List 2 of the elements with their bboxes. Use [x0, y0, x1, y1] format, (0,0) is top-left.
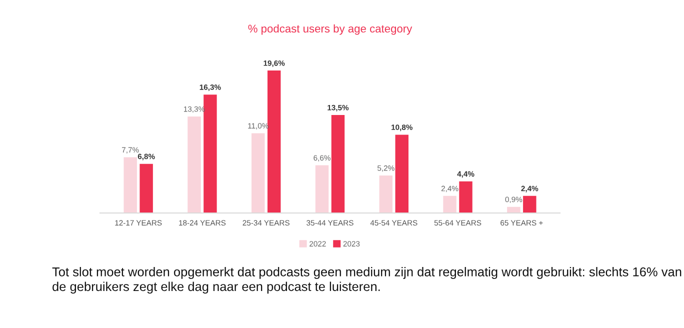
text: Tot slot moet worden opgemerkt dat podcasts geen medium zijn dat regelmatig wordt gebruikt: slechts 16% van de gebruikers zegt elke dag naar een podcast te luisteren.: [52, 267, 682, 294]
chart-title: % podcast users by age category: [248, 24, 412, 35]
